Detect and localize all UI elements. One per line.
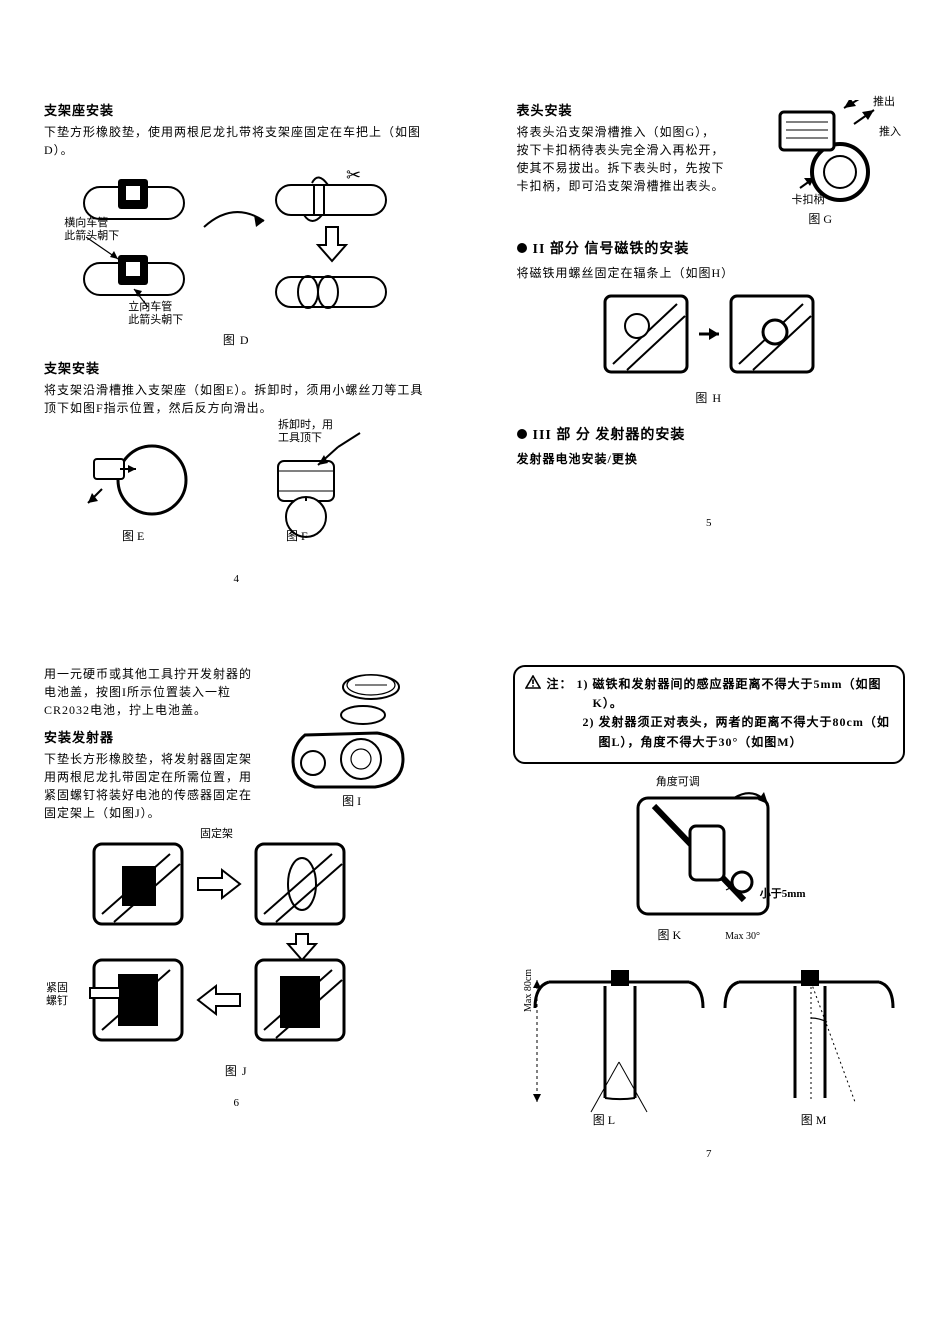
figure-k: 角度可调 小于5mm [594,776,824,926]
annot-vert-tube: 立向车管 此箭头朝下 [128,301,183,327]
section-2-title: II 部分 信号磁铁的安装 [533,238,690,258]
page-5: 表头安装 将表头沿支架滑槽推入（如图G），按下卡扣柄待表头完全滑入再松开，使其不… [493,100,926,585]
figure-i-svg [275,665,425,805]
spread-4-5: 支架座安装 下垫方形橡胶垫，使用两根尼龙扎带将支架座固定在车把上（如图D）。 [20,100,925,585]
notice-box: 注： 1) 磁铁和发射器间的感应器距离不得大于5mm（如图K）。 2) 发射器须… [513,665,906,764]
caption-fig-m: 图 M [801,1111,827,1128]
page-number-6: 6 [44,1097,429,1109]
section-3-title: III 部 分 发射器的安装 [533,424,686,444]
caption-fig-d: 图 D [44,331,429,348]
body-transmitter: 下垫长方形橡胶垫，将发射器固定架用两根尼龙扎带固定在所需位置，用紧固螺钉将装好电… [44,750,259,822]
page-6: 用一元硬币或其他工具拧开发射器的电池盖，按图I所示位置装入一粒CR2032电池，… [20,665,453,1160]
section-3-header: III 部 分 发射器的安装 [517,424,902,444]
bullet-icon [517,243,527,253]
figure-j-svg [74,838,374,1058]
annot-horiz-tube: 横向车管 此箭头朝下 [64,217,119,243]
heading-bracket-seat: 支架座安装 [44,100,429,119]
body-bracket: 将支架沿滑槽推入支架座（如图E）。拆卸时，须用小螺丝刀等工具顶下如图F指示位置，… [44,381,429,417]
notice-1-text: 磁铁和发射器间的感应器距离不得大于5mm（如图K）。 [593,675,893,713]
figure-h-svg [599,290,819,380]
annot-bracket: 固定架 [200,828,233,841]
notice-line-1: 注： 1) 磁铁和发射器间的感应器距离不得大于5mm（如图K）。 [525,675,894,713]
document-root: 支架座安装 下垫方形橡胶垫，使用两根尼龙扎带将支架座固定在车把上（如图D）。 [0,0,945,1280]
notice-prefix: 注： [547,675,573,713]
page-number-5: 5 [517,517,902,529]
body-battery: 用一元硬币或其他工具拧开发射器的电池盖，按图I所示位置装入一粒CR2032电池，… [44,665,259,719]
annot-clip-handle: 卡扣柄 [792,194,825,207]
figure-e-f: 拆卸时，用 工具顶下 图 E 图 F [74,425,394,555]
figure-d-svg: ✂ [76,167,396,327]
annot-max-30: Max 30° [725,931,760,942]
page-number-4: 4 [44,573,429,585]
figure-h: 图 H [599,290,819,406]
heading-bracket: 支架安装 [44,358,429,377]
notice-2-label: 2) [583,713,595,751]
figure-j: 固定架 紧固 螺钉 [74,838,374,1058]
heading-transmitter: 安装发射器 [44,727,259,746]
annot-less-5mm: 小于5mm [760,888,806,901]
figure-k-svg [594,776,824,926]
caption-fig-l: 图 L [593,1111,615,1128]
head-unit-block: 表头安装 将表头沿支架滑槽推入（如图G），按下卡扣柄待表头完全滑入再松开，使其不… [517,100,902,220]
figure-d: ✂ 横向车管 此箭头朝下 立向车管 此箭头朝下 [76,167,396,327]
bullet-icon-2 [517,429,527,439]
caption-fig-i: 图 I [275,792,429,809]
annot-push-out: 推出 [873,96,895,109]
caption-fig-e: 图 E [122,527,144,544]
caption-fig-h: 图 H [599,389,819,406]
body-head-unit: 将表头沿支架滑槽推入（如图G），按下卡扣柄待表头完全滑入再松开，使其不易拔出。拆… [517,123,728,195]
caption-fig-k: 图 K [657,926,681,943]
notice-line-2: 2) 发射器须正对表头，两者的距离不得大于80cm（如图L），角度不得大于30°… [525,713,894,751]
annot-angle-adj: 角度可调 [656,776,700,789]
page-4: 支架座安装 下垫方形橡胶垫，使用两根尼龙扎带将支架座固定在车把上（如图D）。 [20,100,453,585]
annot-max-80: Max 80cm [523,969,535,1012]
figure-lm-svg [519,952,899,1122]
heading-head-unit: 表头安装 [517,100,728,119]
figure-l-m: Max 80cm 图 L 图 M [519,952,899,1122]
caption-fig-j: 图 J [44,1062,429,1079]
caption-fig-g: 图 G [740,210,901,227]
battery-block: 用一元硬币或其他工具拧开发射器的电池盖，按图I所示位置装入一粒CR2032电池，… [44,665,429,830]
svg-text:✂: ✂ [346,167,361,185]
warning-icon [525,675,541,689]
figure-g: 推出 推入 卡扣柄 图 G [740,100,901,220]
figure-i: 图 I [275,665,429,805]
spread-6-7: 用一元硬币或其他工具拧开发射器的电池盖，按图I所示位置装入一粒CR2032电池，… [20,665,925,1160]
page-7: 注： 1) 磁铁和发射器间的感应器距离不得大于5mm（如图K）。 2) 发射器须… [493,665,926,1160]
caption-fig-f: 图 F [286,527,308,544]
annot-screw: 紧固 螺钉 [46,982,68,1008]
section-3-sub: 发射器电池安装/更换 [517,450,902,467]
annot-push-in: 推入 [879,126,901,139]
notice-2-text: 发射器须正对表头，两者的距离不得大于80cm（如图L），角度不得大于30°（如图… [599,713,894,751]
annot-remove-tool: 拆卸时，用 工具顶下 [278,419,333,445]
notice-1-label: 1) [577,675,589,713]
section-2-body: 将磁铁用螺丝固定在辐条上（如图H） [517,264,902,282]
page-number-7: 7 [503,1148,916,1160]
body-bracket-seat: 下垫方形橡胶垫，使用两根尼龙扎带将支架座固定在车把上（如图D）。 [44,123,429,159]
section-2-header: II 部分 信号磁铁的安装 [517,238,902,258]
